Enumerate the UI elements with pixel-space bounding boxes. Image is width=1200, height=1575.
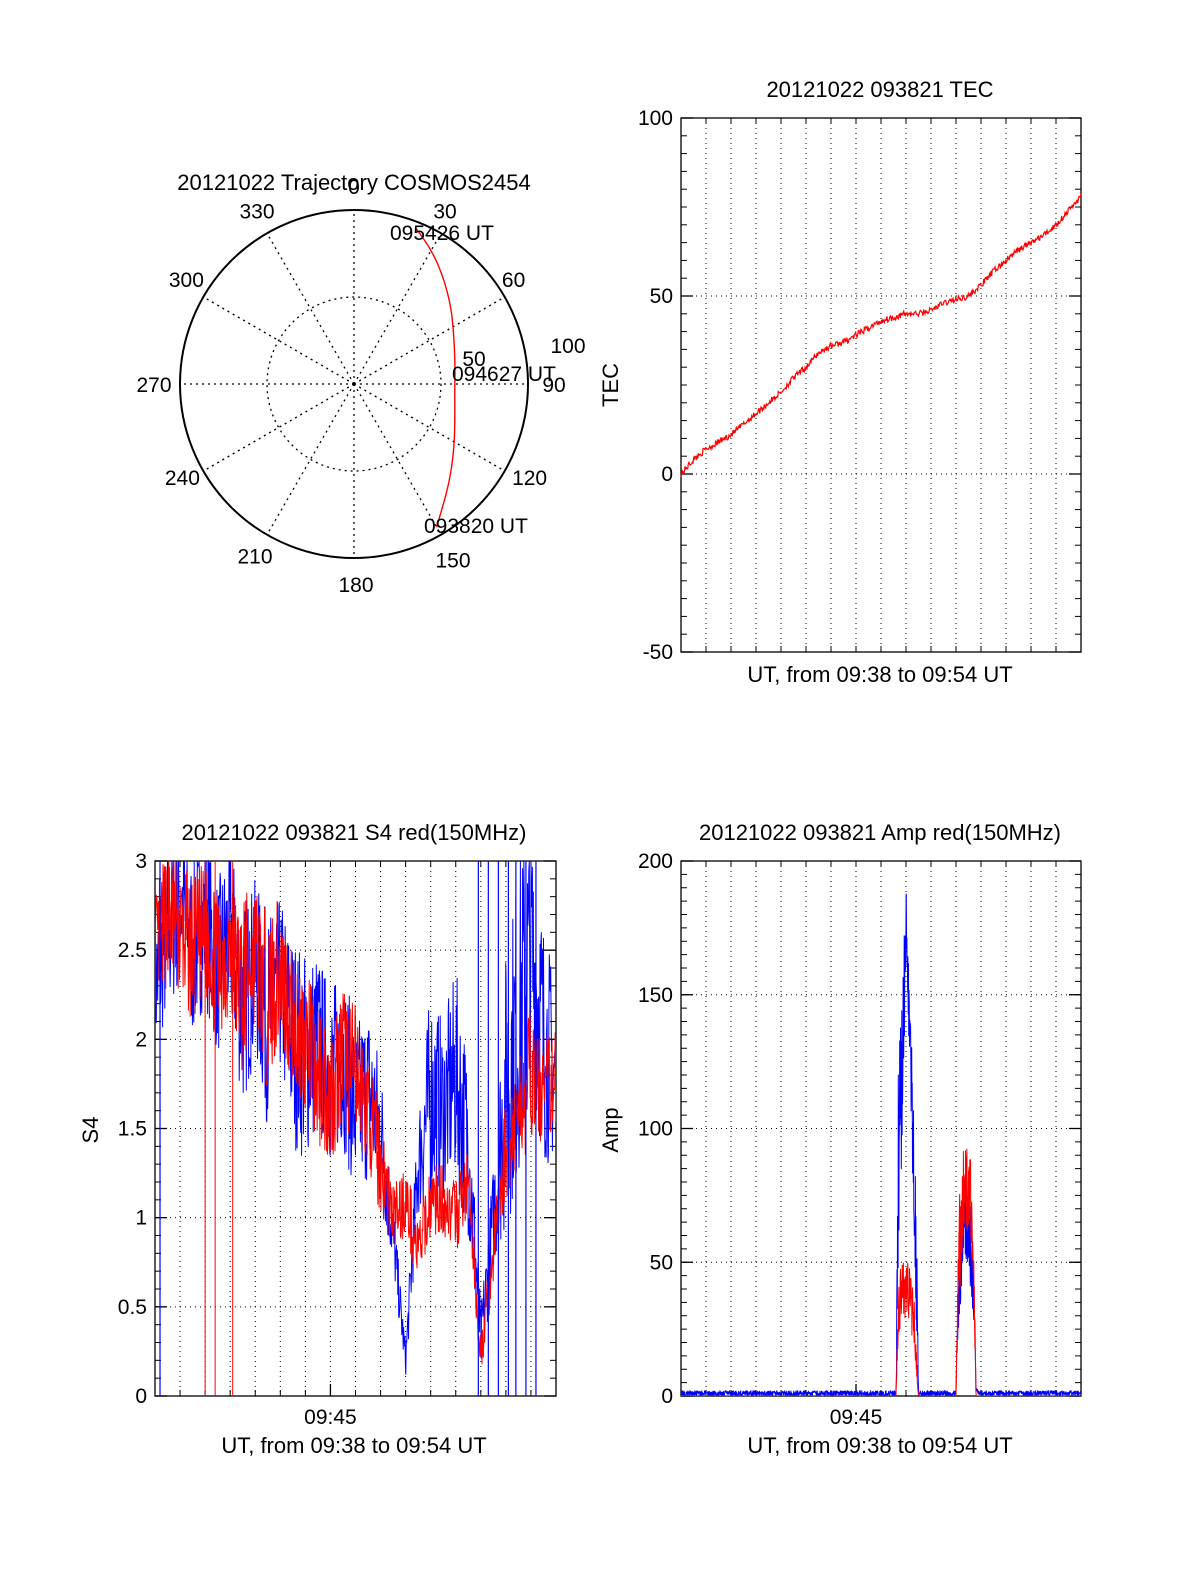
polar-angle-label: 300	[169, 269, 204, 292]
ytick-label: 100	[638, 107, 673, 130]
amp-plot-area: 0 50 100 150 200 09:45	[638, 850, 1082, 1429]
ytick-label: 1.5	[118, 1118, 147, 1141]
s4-series-red	[155, 861, 556, 1365]
ytick-label: 50	[650, 285, 673, 308]
amp-series-blue	[681, 893, 1081, 1396]
s4-title: 20121022 093821 S4 red(150MHz)	[182, 820, 527, 845]
amp-xlabel: UT, from 09:38 to 09:54 UT	[747, 1433, 1012, 1458]
polar-title: 20121022 Trajectory COSMOS2454	[177, 170, 530, 195]
polar-spoke	[353, 232, 442, 385]
polar-angle-label: 210	[237, 546, 272, 569]
polar-angle-label: 180	[338, 574, 373, 597]
ytick-label: 50	[650, 1251, 673, 1274]
polar-angle-label: 0	[348, 176, 360, 199]
tec-panel: 20121022 093821 TEC UT, from 09:38 to 09…	[598, 77, 1082, 687]
polar-angle-label: 30	[433, 200, 456, 223]
time-label-mid: 094627 UT	[452, 363, 556, 386]
polar-radius-label: 50	[462, 348, 485, 371]
trajectory-line	[416, 228, 456, 528]
ytick-label: -50	[643, 641, 673, 664]
ytick-label: 0	[661, 463, 673, 486]
s4-series-group	[155, 861, 556, 1396]
ytick-label: 150	[638, 984, 673, 1007]
xtick-label: 09:45	[304, 1406, 357, 1429]
time-label-end: 095426 UT	[390, 222, 494, 245]
ytick-label: 0	[661, 1385, 673, 1408]
s4-plot-area: 0 0.5 1 1.5 2 2.5 3 09:45	[118, 850, 557, 1429]
polar-angle-label: 330	[239, 200, 274, 223]
ytick-label: 2	[135, 1028, 147, 1051]
s4-ylabel: S4	[78, 1117, 103, 1144]
amp-title: 20121022 093821 Amp red(150MHz)	[699, 820, 1061, 845]
ytick-label: 200	[638, 850, 673, 873]
polar-angle-label: 120	[512, 467, 547, 490]
xtick-label: 09:45	[830, 1406, 883, 1429]
polar-angle-labels: 0 30 60 90 120 150 180 210 240 270 300 330	[136, 176, 565, 597]
ytick-label: 100	[638, 1118, 673, 1141]
tec-xlabel: UT, from 09:38 to 09:54 UT	[747, 662, 1012, 687]
polar-angle-label: 90	[542, 374, 565, 397]
polar-radius-label: 100	[550, 335, 585, 358]
polar-radius-labels: 50 100	[462, 335, 585, 371]
ytick-label: 0	[135, 1385, 147, 1408]
trajectory-group	[416, 228, 456, 528]
amp-series-group	[681, 893, 1081, 1396]
polar-trajectory-panel: 20121022 Trajectory COSMOS2454 0 30 60 90 12…	[136, 170, 585, 597]
polar-spoke	[202, 383, 355, 472]
polar-inner-circle	[266, 296, 442, 472]
polar-spoke	[266, 232, 355, 385]
polar-grid	[179, 209, 529, 559]
polar-outer-circle	[179, 209, 529, 559]
trajectory-time-labels: 095426 UT 094627 UT 093820 UT	[390, 222, 556, 538]
polar-spoke	[353, 296, 506, 385]
s4-xlabel: UT, from 09:38 to 09:54 UT	[221, 1433, 486, 1458]
tec-series-line	[680, 193, 1082, 478]
polar-spoke	[266, 383, 355, 536]
ytick-label: 0.5	[118, 1296, 147, 1319]
ytick-label: 2.5	[118, 939, 147, 962]
amp-ylabel: Amp	[598, 1107, 623, 1152]
polar-angle-label: 60	[502, 269, 525, 292]
tec-plot-area: -50 0 50 100	[638, 107, 1082, 664]
time-label-start: 093820 UT	[424, 515, 528, 538]
polar-angle-label: 270	[136, 374, 171, 397]
polar-angle-label: 150	[435, 550, 470, 573]
ytick-label: 3	[135, 850, 147, 873]
tec-title: 20121022 093821 TEC	[766, 77, 993, 102]
tec-ylabel: TEC	[598, 363, 623, 407]
ytick-label: 1	[135, 1207, 147, 1230]
polar-spoke	[202, 296, 355, 385]
s4-panel: 20121022 093821 S4 red(150MHz) UT, from …	[78, 820, 557, 1458]
polar-spoke	[353, 383, 442, 536]
amp-panel: 20121022 093821 Amp red(150MHz) UT, from…	[598, 820, 1082, 1458]
polar-spoke	[353, 383, 506, 472]
polar-angle-label: 240	[165, 467, 200, 490]
